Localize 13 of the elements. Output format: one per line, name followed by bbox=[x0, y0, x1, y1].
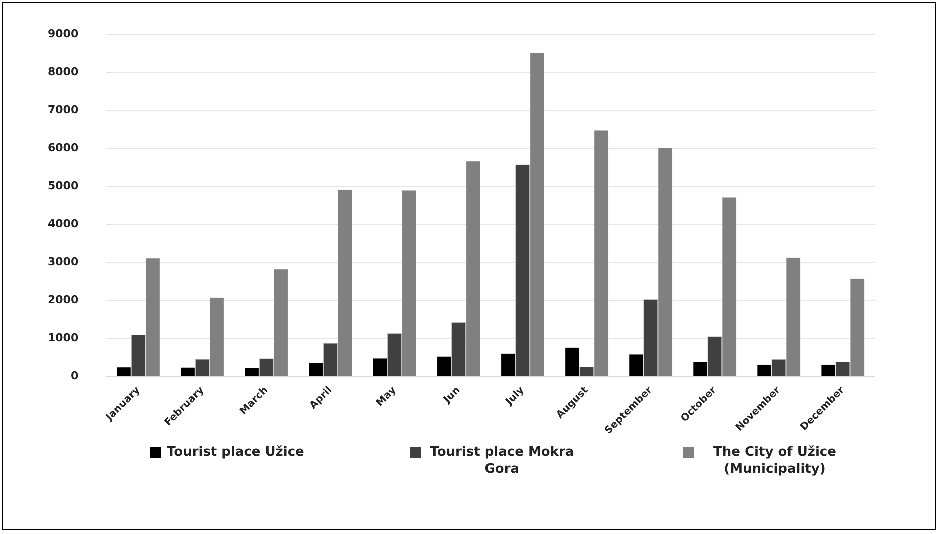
legend-label: Tourist place Užice bbox=[167, 444, 304, 461]
y-tick-label: 0 bbox=[70, 370, 79, 383]
y-tick-label: 7000 bbox=[48, 103, 79, 116]
legend-label: The City of Užice (Municipality) bbox=[712, 444, 838, 478]
y-tick-label: 9000 bbox=[48, 27, 79, 40]
y-tick-label: 5000 bbox=[48, 179, 79, 192]
y-tick-label: 2000 bbox=[48, 294, 79, 307]
legend-label: Tourist place Mokra Gora bbox=[429, 444, 576, 478]
y-tick-label: 1000 bbox=[48, 332, 79, 345]
y-tick-label: 4000 bbox=[48, 218, 79, 230]
y-tick-label: 3000 bbox=[48, 256, 79, 269]
y-tick-label: 8000 bbox=[48, 65, 79, 78]
y-tick-label: 6000 bbox=[48, 141, 79, 154]
